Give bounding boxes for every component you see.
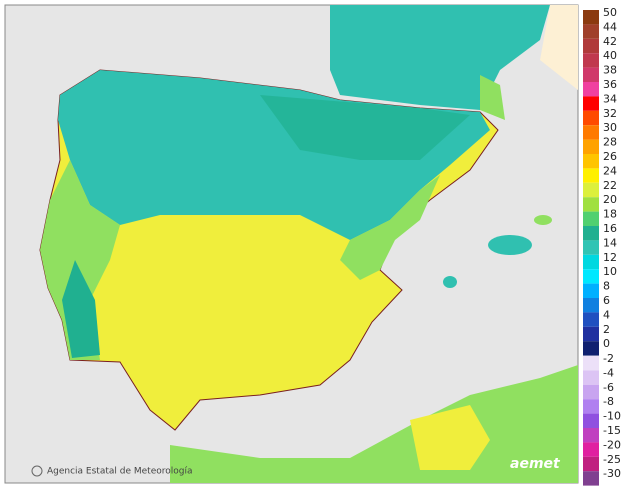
legend-label: -30 [603, 467, 621, 480]
legend-label: 10 [603, 265, 617, 278]
legend-swatch [583, 38, 599, 54]
legend-swatch [583, 10, 599, 25]
legend-swatch [583, 326, 599, 342]
logo: aemet [510, 456, 561, 472]
legend-label: 26 [603, 150, 617, 163]
legend-label: 14 [603, 236, 617, 249]
legend-label: -20 [603, 438, 621, 451]
legend-swatch [583, 96, 599, 111]
legend-swatch [583, 110, 599, 126]
legend-swatch [583, 298, 599, 313]
legend-label: 0 [603, 337, 610, 350]
west-zone [40, 160, 120, 360]
legend-swatch [583, 82, 599, 97]
legend-label: 16 [603, 222, 617, 235]
legend-swatch [583, 197, 599, 212]
legend-swatch [583, 356, 599, 371]
credit: Agencia Estatal de Meteorología [47, 467, 193, 477]
legend-swatch [583, 456, 599, 472]
legend-swatch [583, 154, 599, 169]
legend-label: 40 [603, 49, 617, 62]
legend-label: -2 [603, 352, 614, 365]
credit-icon [31, 465, 43, 477]
legend-swatch [583, 53, 599, 68]
africa-zone [410, 405, 490, 470]
legend-swatch [583, 139, 599, 154]
france [330, 5, 550, 110]
legend-swatch [583, 370, 599, 385]
legend-swatch [583, 211, 599, 226]
ebro-zone [260, 95, 470, 160]
legend-swatch [583, 182, 599, 198]
legend-swatch [583, 226, 599, 241]
legend-label: 42 [603, 35, 617, 48]
legend-swatch [583, 428, 599, 443]
legend-label: 36 [603, 78, 617, 91]
legend-label: 38 [603, 64, 617, 77]
legend-swatch [583, 399, 599, 414]
legend-swatch [583, 240, 599, 255]
legend-label: 44 [603, 20, 617, 33]
legend-label: 34 [603, 92, 617, 105]
legend-label: 8 [603, 280, 610, 293]
legend-swatch [583, 442, 599, 457]
legend-label: -10 [603, 410, 621, 423]
legend-label: -4 [603, 366, 614, 379]
legend-label: 50 [603, 6, 617, 19]
legend-label: 18 [603, 208, 617, 221]
menorca [534, 215, 552, 225]
legend-label: -6 [603, 381, 614, 394]
legend-swatch [583, 168, 599, 183]
legend-swatch [583, 283, 599, 298]
legend-label: 2 [603, 323, 610, 336]
legend-swatch [583, 471, 599, 486]
legend-label: -25 [603, 453, 621, 466]
legend-swatch [583, 269, 599, 284]
legend-label: 20 [603, 193, 617, 206]
legend-swatch [583, 24, 599, 39]
legend-label: 4 [603, 308, 610, 321]
coast [480, 75, 505, 120]
no-data [540, 5, 578, 90]
legend-swatch [583, 67, 599, 82]
legend-swatch [583, 254, 599, 270]
legend-swatch [583, 125, 599, 140]
legend-label: 6 [603, 294, 610, 307]
legend-label: 28 [603, 136, 617, 149]
legend-label: -8 [603, 395, 614, 408]
legend-label: 12 [603, 251, 617, 264]
ibiza [443, 276, 457, 288]
legend-swatch [583, 341, 599, 356]
legend-label: -15 [603, 424, 621, 437]
east-zone [340, 175, 440, 280]
legend-label: 32 [603, 107, 617, 120]
legend-label: 24 [603, 164, 617, 177]
legend-label: 30 [603, 121, 617, 134]
legend-swatch [583, 413, 599, 428]
legend-swatch [583, 384, 599, 400]
legend-swatch [583, 312, 599, 327]
legend-label: 22 [603, 179, 617, 192]
coast-zone [62, 260, 100, 358]
mallorca [488, 235, 532, 255]
